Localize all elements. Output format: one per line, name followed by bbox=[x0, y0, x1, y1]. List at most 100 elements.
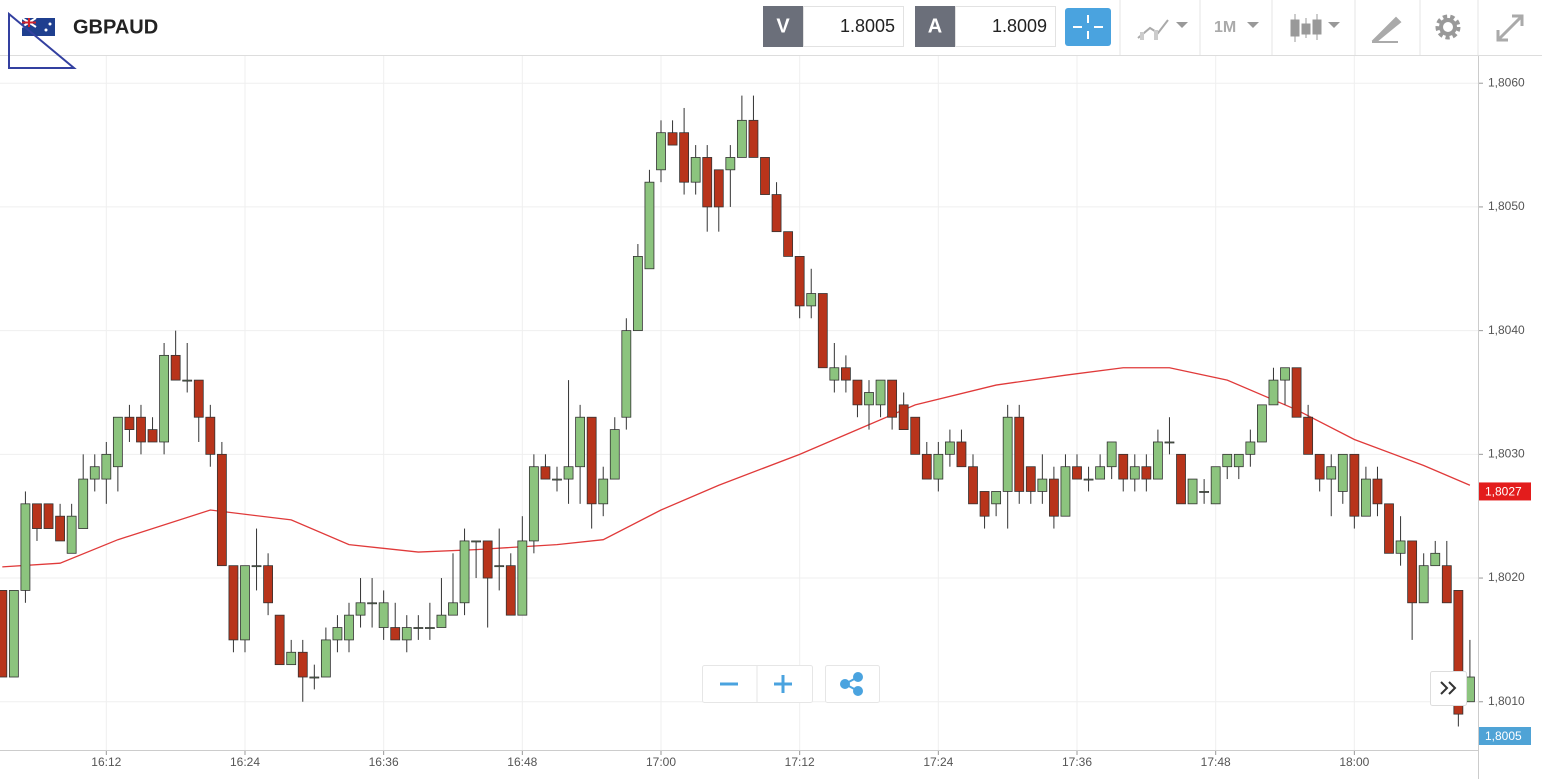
candle-body bbox=[20, 503, 31, 591]
zoom-controls bbox=[702, 665, 880, 703]
candle-body bbox=[644, 181, 655, 270]
candle-body bbox=[459, 540, 470, 604]
ask-button[interactable] bbox=[915, 6, 955, 47]
ask-price: 1.8009 bbox=[992, 16, 1047, 36]
candle-body bbox=[1025, 466, 1036, 492]
bid-label: V bbox=[776, 15, 790, 37]
candle-body bbox=[182, 379, 193, 382]
fullscreen-button[interactable] bbox=[1496, 14, 1524, 42]
candle-body bbox=[1418, 565, 1429, 604]
candle-body bbox=[702, 157, 713, 208]
candle-body bbox=[1118, 453, 1129, 480]
candle-body bbox=[112, 416, 123, 468]
candle-body bbox=[205, 416, 216, 455]
candle-body bbox=[1257, 404, 1267, 443]
candle-body bbox=[956, 441, 967, 468]
candle-body bbox=[1002, 416, 1013, 492]
candle-body bbox=[725, 157, 736, 171]
price-marker bbox=[1479, 482, 1531, 501]
candle-body bbox=[1407, 540, 1418, 604]
candle-body bbox=[794, 256, 805, 307]
candle-body bbox=[632, 256, 643, 332]
candle-body bbox=[1048, 478, 1059, 517]
x-tick-label: 16:24 bbox=[230, 755, 260, 769]
price-marker bbox=[1479, 727, 1531, 745]
candle-body bbox=[401, 627, 412, 641]
x-tick-label: 17:00 bbox=[646, 755, 676, 769]
candle-body bbox=[1337, 453, 1348, 492]
scroll-latest-button[interactable] bbox=[1430, 671, 1467, 706]
candle-body bbox=[864, 392, 874, 406]
candle-body bbox=[1453, 590, 1464, 715]
chart-type-button[interactable] bbox=[1137, 19, 1188, 40]
x-tick-label: 17:24 bbox=[923, 755, 953, 769]
candle-body bbox=[713, 169, 724, 208]
crosshair-button[interactable] bbox=[1065, 8, 1111, 46]
draw-tool-button[interactable] bbox=[1371, 16, 1402, 43]
candle-body bbox=[783, 231, 794, 257]
settings-button[interactable] bbox=[1435, 14, 1461, 40]
candle-body bbox=[1060, 466, 1071, 517]
candle-body bbox=[1037, 478, 1048, 492]
y-tick-label: 1,8030 bbox=[1488, 447, 1525, 461]
candle-body bbox=[1441, 565, 1452, 604]
candle-body bbox=[89, 466, 100, 480]
x-tick-label: 16:12 bbox=[91, 755, 121, 769]
candle-body bbox=[32, 503, 42, 529]
candle-body bbox=[1303, 416, 1314, 455]
candle-body bbox=[471, 540, 482, 543]
candle-body bbox=[979, 491, 990, 517]
candle-body bbox=[991, 491, 1002, 505]
candle-style-button[interactable] bbox=[1290, 14, 1340, 42]
candle-body bbox=[355, 602, 366, 616]
candle-body bbox=[609, 429, 620, 480]
candle-body bbox=[1141, 466, 1152, 480]
candle-body bbox=[367, 602, 378, 605]
flag bbox=[21, 17, 55, 36]
candle-body bbox=[1280, 367, 1290, 381]
zoom-in-button[interactable] bbox=[774, 675, 792, 693]
candle-body bbox=[1326, 466, 1337, 480]
share-button[interactable] bbox=[840, 672, 863, 696]
candle-body bbox=[887, 379, 898, 418]
candle-body bbox=[575, 416, 586, 468]
candle-body bbox=[771, 194, 782, 233]
candle-body bbox=[1349, 453, 1360, 517]
x-tick-label: 16:36 bbox=[369, 755, 399, 769]
candle-body bbox=[528, 466, 539, 542]
candle-body bbox=[806, 293, 817, 307]
x-tick-label: 17:12 bbox=[785, 755, 815, 769]
candle-body bbox=[840, 367, 851, 381]
candle-body bbox=[1268, 379, 1279, 406]
candle-body bbox=[517, 540, 528, 616]
candle-body bbox=[540, 466, 551, 480]
candle-body bbox=[921, 453, 932, 480]
timeframe: 1M bbox=[1214, 19, 1236, 36]
candle-body bbox=[297, 651, 308, 678]
candle-body bbox=[159, 354, 169, 443]
candle-body bbox=[1245, 441, 1256, 455]
candle-body bbox=[736, 119, 747, 158]
timeframe-button[interactable]: 1M bbox=[1214, 19, 1259, 36]
candle-body bbox=[344, 614, 354, 641]
candle-body bbox=[8, 590, 19, 678]
candle-body bbox=[817, 293, 828, 369]
candle-body bbox=[563, 466, 574, 480]
toolbar-separators bbox=[1119, 0, 1479, 55]
candle-body bbox=[944, 441, 955, 455]
candle-body bbox=[690, 157, 701, 183]
candle-body bbox=[251, 565, 262, 568]
y-tick-label: 1,8060 bbox=[1488, 75, 1525, 89]
candle-body bbox=[968, 466, 978, 505]
candle-body bbox=[1372, 478, 1383, 505]
candle-body bbox=[1176, 453, 1186, 505]
candle-body bbox=[656, 132, 666, 171]
bid-price: 1.8005 bbox=[840, 16, 895, 36]
candle-body bbox=[933, 453, 944, 480]
symbol: GBPAUD bbox=[73, 16, 158, 38]
candle-body bbox=[309, 676, 320, 679]
bid-button[interactable] bbox=[763, 6, 803, 47]
candle-body bbox=[586, 416, 597, 505]
